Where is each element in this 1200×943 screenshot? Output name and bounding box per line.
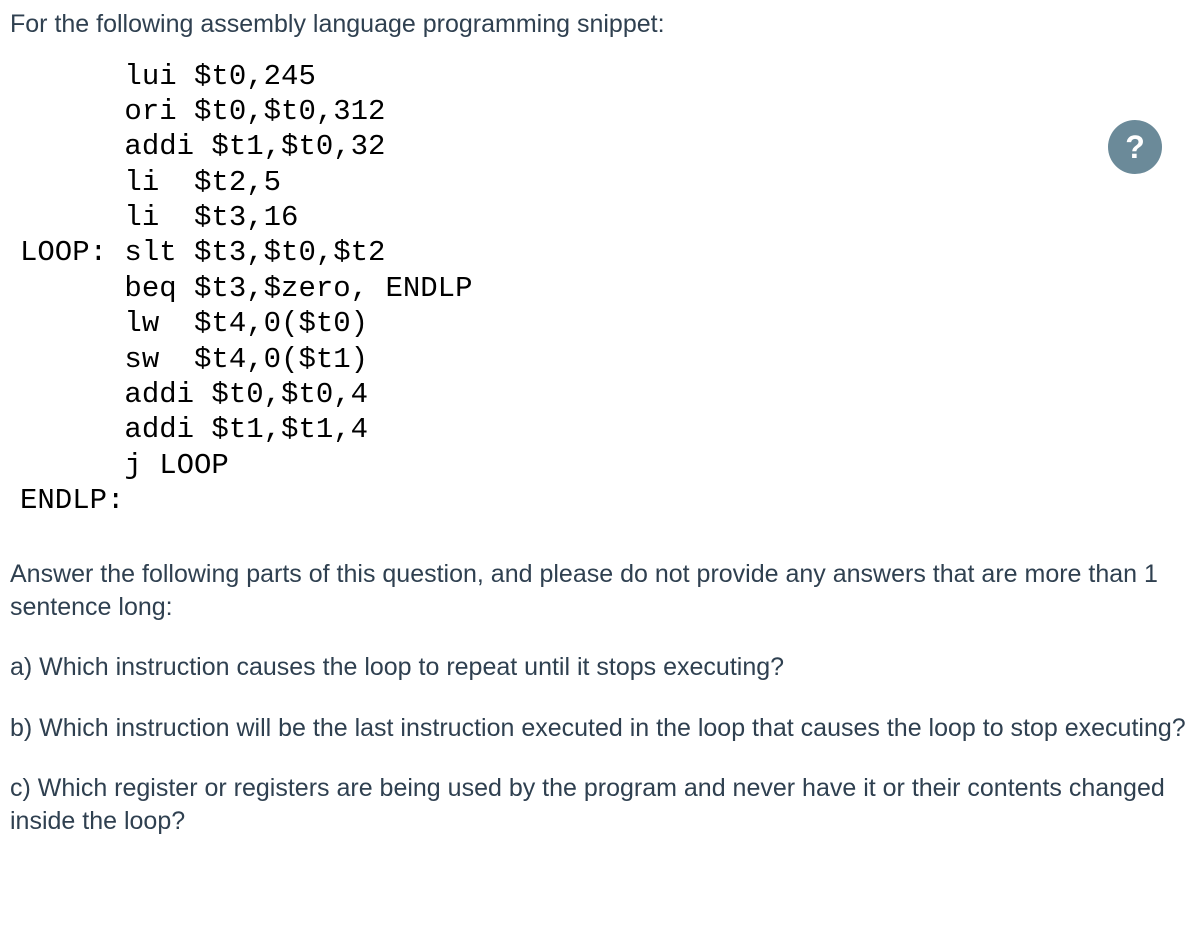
question-c: c) Which register or registers are being… bbox=[10, 772, 1190, 837]
answer-instructions: Answer the following parts of this quest… bbox=[10, 558, 1190, 623]
intro-text: For the following assembly language prog… bbox=[10, 8, 1190, 41]
help-icon: ? bbox=[1125, 129, 1145, 166]
question-page: ? For the following assembly language pr… bbox=[0, 0, 1200, 857]
code-snippet: lui $t0,245 ori $t0,$t0,312 addi $t1,$t0… bbox=[10, 59, 1190, 519]
question-a: a) Which instruction causes the loop to … bbox=[10, 651, 1190, 684]
help-button[interactable]: ? bbox=[1108, 120, 1162, 174]
question-b: b) Which instruction will be the last in… bbox=[10, 712, 1190, 745]
